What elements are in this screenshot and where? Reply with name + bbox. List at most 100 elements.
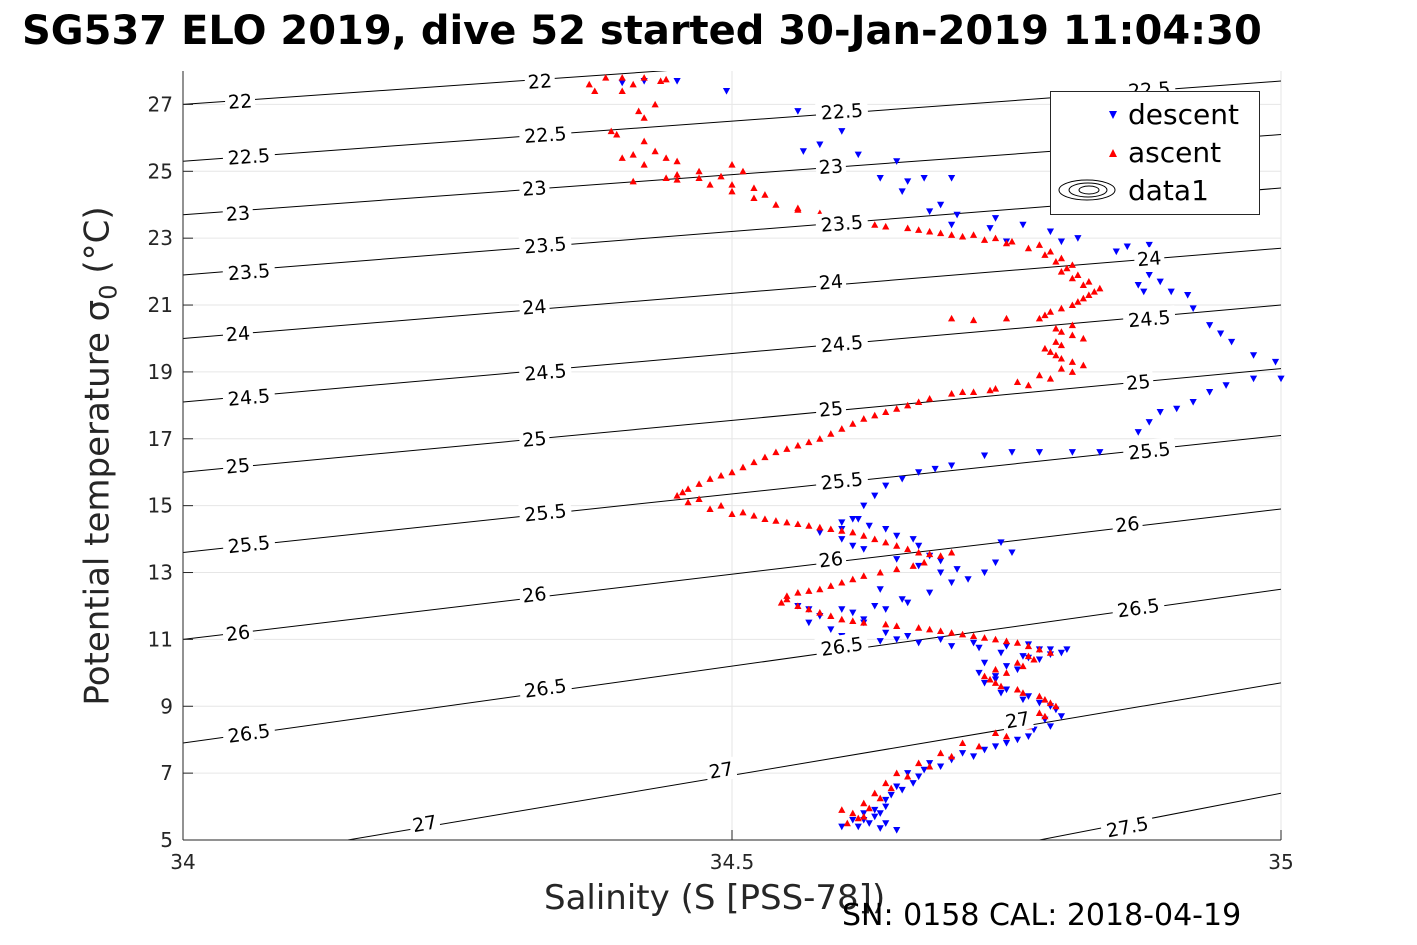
ascent-point xyxy=(893,769,901,777)
legend-item-ascent[interactable]: ascent xyxy=(1051,134,1259,170)
legend[interactable]: descent ascent data1 xyxy=(1050,91,1260,215)
ascent-point xyxy=(1035,314,1044,322)
descent-point xyxy=(1013,666,1022,674)
ascent-point xyxy=(887,784,895,792)
ascent-point xyxy=(761,515,769,523)
ascent-point xyxy=(585,80,593,88)
descent-point xyxy=(1008,449,1016,456)
ascent-point xyxy=(1085,278,1093,285)
ascent-point xyxy=(629,177,637,185)
ascent-point xyxy=(794,602,802,609)
contour-label-text: 22.5 xyxy=(524,123,568,148)
contour-label-text: 25.5 xyxy=(227,532,271,558)
ascent-point xyxy=(948,390,956,397)
descent-point xyxy=(1222,382,1230,389)
descent-point xyxy=(898,188,906,195)
ascent-point xyxy=(926,625,934,633)
contour-label-text: 23 xyxy=(225,202,251,226)
descent-point xyxy=(926,589,934,597)
contour-label-22: 22 xyxy=(224,89,256,114)
contour-label-text: 22.5 xyxy=(820,100,864,125)
descent-point xyxy=(1227,338,1236,346)
ascent-point xyxy=(1046,375,1055,382)
ascent-point xyxy=(1008,237,1016,245)
contour-label-25.5: 25.5 xyxy=(221,530,276,558)
descent-point xyxy=(948,579,956,587)
ascent-point xyxy=(991,635,1000,643)
descent-point xyxy=(1206,322,1214,329)
legend-item-descent[interactable]: descent xyxy=(1051,96,1259,132)
ascent-point xyxy=(1030,655,1038,663)
ascent-point xyxy=(1090,288,1098,295)
ascent-point xyxy=(827,430,835,437)
descent-point xyxy=(920,766,928,774)
ascent-point xyxy=(948,752,956,760)
ascent-point xyxy=(728,161,736,168)
contour-label-27: 27 xyxy=(1000,706,1035,733)
x-tick-label: 35 xyxy=(1268,850,1293,874)
contour-label-text: 22.5 xyxy=(227,145,271,170)
descent-point xyxy=(794,108,802,115)
descent-point xyxy=(893,783,901,791)
descent-point xyxy=(893,532,901,540)
ascent-point xyxy=(1024,244,1033,252)
descent-point xyxy=(937,636,945,643)
ascent-point xyxy=(986,675,994,683)
contour-label-text: 26 xyxy=(1114,513,1141,538)
descent-point xyxy=(1277,375,1285,383)
descent-point xyxy=(1057,713,1065,720)
descent-point xyxy=(904,633,912,640)
descent-point xyxy=(1046,228,1055,236)
descent-point xyxy=(882,820,890,827)
ascent-point xyxy=(920,558,928,566)
ascent-point xyxy=(651,147,659,155)
descent-point xyxy=(882,796,890,804)
ascent-point xyxy=(860,572,868,579)
ascent-point xyxy=(618,74,626,81)
ascent-point xyxy=(980,236,989,243)
ascent-point xyxy=(849,528,857,536)
ascent-point xyxy=(629,150,637,158)
ascent-point xyxy=(783,595,791,603)
contour-label-26: 26 xyxy=(518,581,551,608)
ascent-point xyxy=(871,789,879,797)
ascent-point xyxy=(926,395,934,402)
descent-point xyxy=(948,174,956,182)
ascent-point xyxy=(1052,702,1060,710)
ascent-point xyxy=(750,184,758,192)
ascent-point xyxy=(684,485,692,492)
ascent-point xyxy=(1057,268,1065,275)
ascent-point xyxy=(816,585,824,593)
ascent-point xyxy=(739,508,747,516)
ascent-point xyxy=(882,620,890,628)
descent-point xyxy=(854,516,862,523)
triangle-down-icon xyxy=(1109,111,1117,119)
ascent-point xyxy=(805,587,813,594)
descent-point xyxy=(937,569,945,577)
legend-item-data1[interactable]: data1 xyxy=(1051,172,1259,208)
ascent-point xyxy=(860,812,868,820)
contour-label-22.5: 22.5 xyxy=(222,143,276,170)
ascent-point xyxy=(997,682,1005,690)
ascent-point xyxy=(1046,247,1055,255)
ascent-point xyxy=(739,167,747,175)
contour-label-24.5: 24.5 xyxy=(814,330,869,357)
ascent-point xyxy=(1024,381,1033,389)
ascent-point xyxy=(1035,645,1044,653)
ascent-point xyxy=(969,231,978,238)
ascent-point xyxy=(794,206,802,213)
ascent-point xyxy=(937,229,945,237)
descent-point xyxy=(854,823,862,831)
descent-point xyxy=(860,546,868,553)
ascent-point xyxy=(1002,314,1011,322)
ascent-point xyxy=(904,772,912,780)
ascent-point xyxy=(1002,239,1011,247)
ascent-point xyxy=(706,505,714,512)
ascent-point xyxy=(1002,637,1011,645)
ascent-point xyxy=(948,231,956,238)
contour-label-25: 25 xyxy=(221,453,254,479)
ascent-point xyxy=(640,114,648,121)
ascent-point xyxy=(958,388,967,395)
contour-label-24.5: 24.5 xyxy=(518,358,573,386)
